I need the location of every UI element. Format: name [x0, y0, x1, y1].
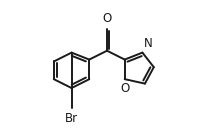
- Text: O: O: [120, 82, 129, 95]
- Text: N: N: [144, 37, 152, 50]
- Text: O: O: [102, 12, 112, 25]
- Text: Br: Br: [65, 112, 78, 125]
